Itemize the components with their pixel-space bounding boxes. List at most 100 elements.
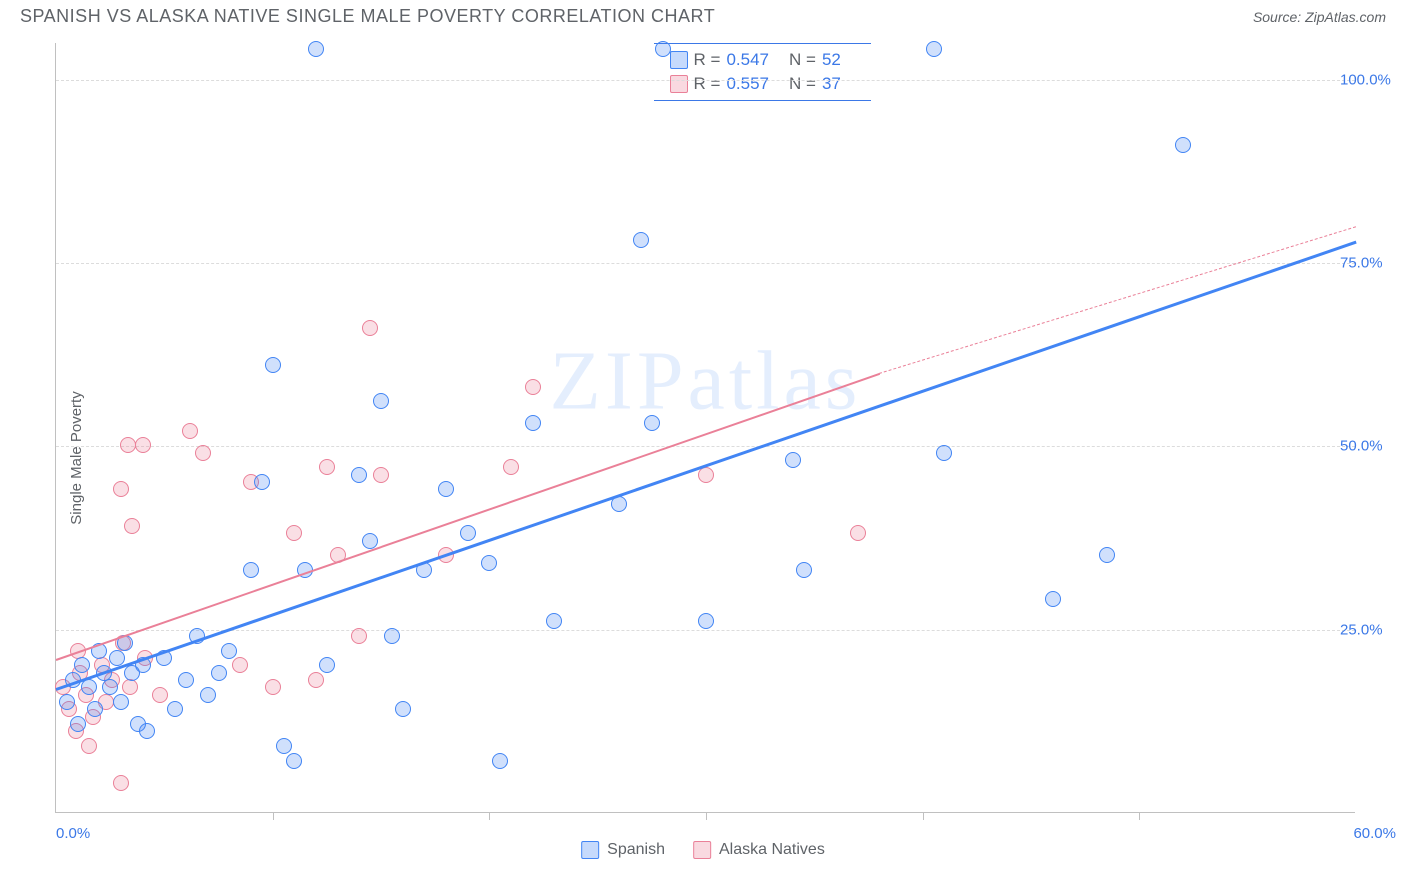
data-point [546,613,562,629]
legend-stat-row: R =0.557 N = 37 [670,72,855,96]
data-point [525,379,541,395]
x-tick [923,812,924,820]
data-point [503,459,519,475]
data-point [308,672,324,688]
data-point [59,694,75,710]
data-point [195,445,211,461]
legend-item: Alaska Natives [693,841,825,859]
data-point [211,665,227,681]
data-point [122,679,138,695]
data-point [785,452,801,468]
data-point [644,415,660,431]
data-point [525,415,541,431]
x-tick-label: 0.0% [56,825,90,842]
legend-series: Spanish Alaska Natives [581,841,825,859]
data-point [384,628,400,644]
data-point [152,687,168,703]
data-point [850,525,866,541]
stat-label: N = [789,50,816,70]
stat-value: 0.547 [726,50,769,70]
data-point [373,467,389,483]
data-point [124,518,140,534]
legend-item: Spanish [581,841,665,859]
x-tick [489,812,490,820]
data-point [1099,547,1115,563]
y-tick-label: 50.0% [1340,438,1400,455]
data-point [1045,591,1061,607]
x-tick [273,812,274,820]
x-tick-label: 60.0% [1353,825,1396,842]
data-point [351,628,367,644]
trend-line [879,226,1356,374]
data-point [200,687,216,703]
data-point [633,232,649,248]
data-point [81,738,97,754]
data-point [286,753,302,769]
gridline [56,446,1355,447]
data-point [87,701,103,717]
data-point [460,525,476,541]
legend-swatch [670,75,688,93]
watermark: ZIPatlas [550,333,862,430]
chart-title: SPANISH VS ALASKA NATIVE SINGLE MALE POV… [20,6,715,27]
stat-label: R = [694,50,721,70]
y-tick-label: 25.0% [1340,621,1400,638]
data-point [221,643,237,659]
data-point [182,423,198,439]
legend-label: Spanish [607,841,665,859]
data-point [178,672,194,688]
data-point [936,445,952,461]
trend-line [56,373,880,661]
data-point [481,555,497,571]
data-point [395,701,411,717]
data-point [796,562,812,578]
data-point [362,320,378,336]
data-point [135,437,151,453]
data-point [265,357,281,373]
y-tick-label: 75.0% [1340,255,1400,272]
data-point [286,525,302,541]
data-point [655,41,671,57]
data-point [492,753,508,769]
data-point [308,41,324,57]
stat-label: R = [694,74,721,94]
data-point [362,533,378,549]
legend-label: Alaska Natives [719,841,825,859]
data-point [232,657,248,673]
data-point [109,650,125,666]
legend-swatch [670,51,688,69]
data-point [113,694,129,710]
x-tick [1139,812,1140,820]
data-point [373,393,389,409]
stat-label: N = [789,74,816,94]
source-label: Source: ZipAtlas.com [1253,9,1386,25]
data-point [113,481,129,497]
stat-value: 52 [822,50,841,70]
gridline [56,263,1355,264]
legend-swatch [581,841,599,859]
data-point [139,723,155,739]
chart-area: Single Male Poverty ZIPatlas R =0.547N =… [0,33,1406,883]
data-point [102,679,118,695]
y-tick-label: 100.0% [1340,71,1400,88]
x-tick [706,812,707,820]
data-point [74,657,90,673]
legend-swatch [693,841,711,859]
gridline [56,80,1355,81]
data-point [243,562,259,578]
data-point [351,467,367,483]
legend-stat-row: R =0.547 N = 52 [670,48,855,72]
data-point [70,716,86,732]
data-point [698,613,714,629]
data-point [1175,137,1191,153]
gridline [56,630,1355,631]
data-point [438,481,454,497]
stat-value: 37 [822,74,841,94]
data-point [265,679,281,695]
stat-value: 0.557 [726,74,769,94]
data-point [113,775,129,791]
data-point [120,437,136,453]
data-point [276,738,292,754]
plot-area: ZIPatlas R =0.547N =52R =0.557N =37 25.0… [55,43,1355,813]
data-point [167,701,183,717]
